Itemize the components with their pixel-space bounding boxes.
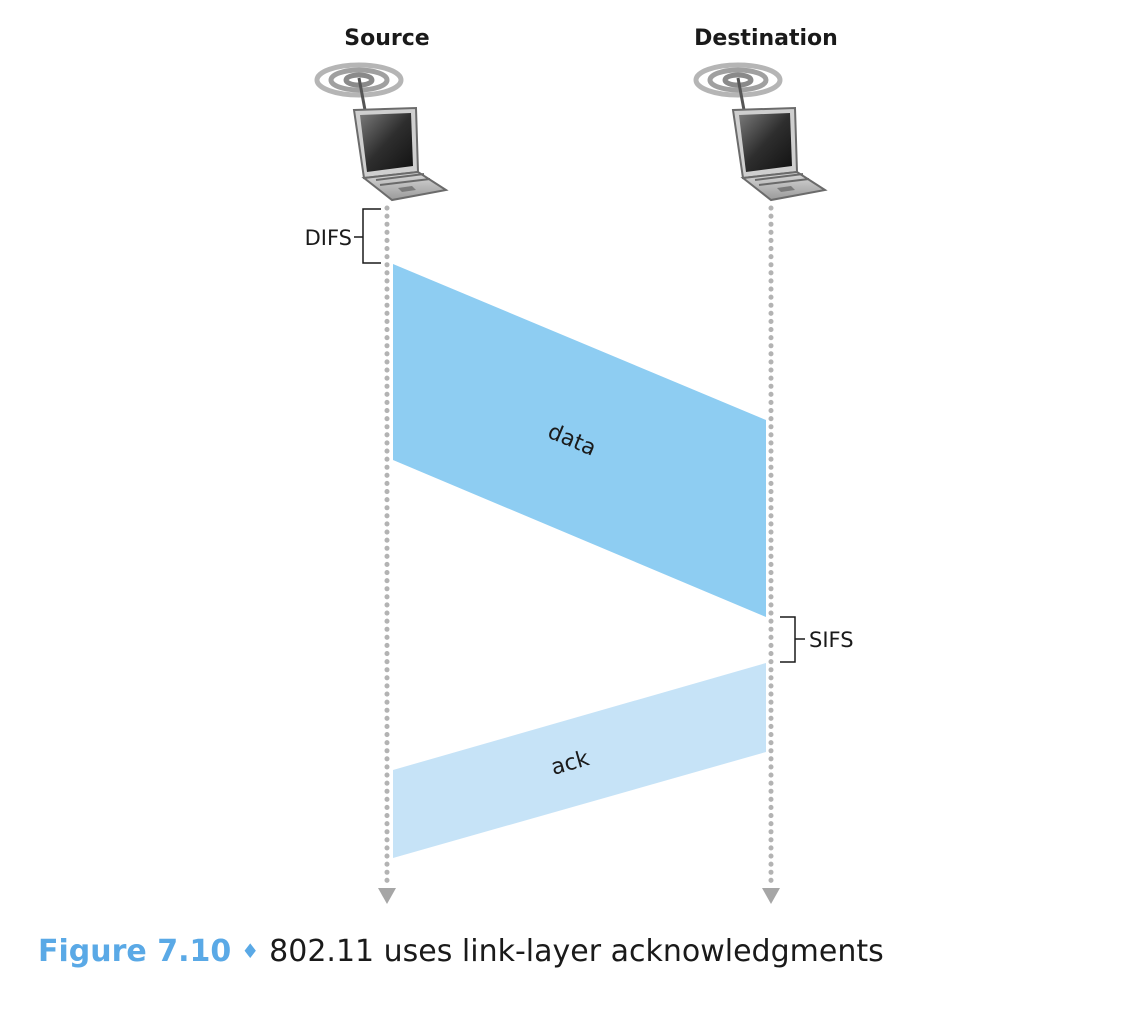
destination-label: Destination <box>694 26 838 51</box>
source-label: Source <box>344 26 429 51</box>
laptop-icon <box>352 77 449 202</box>
caption-text: 802.11 uses link-layer acknowledgments <box>269 934 884 969</box>
destination-timeline-arrow <box>762 888 780 904</box>
source-timeline-arrow <box>378 888 396 904</box>
caption-separator-icon: ♦ <box>241 939 260 963</box>
figure-number: Figure 7.10 <box>38 934 232 969</box>
data-frame <box>393 264 766 617</box>
difs-bracket <box>354 208 381 264</box>
sifs-bracket <box>780 616 805 663</box>
sifs-label: SIFS <box>809 628 854 652</box>
laptop-icon <box>731 77 828 202</box>
ack-frame <box>393 663 766 858</box>
figure-caption: Figure 7.10 ♦ 802.11 uses link-layer ackno… <box>38 934 884 969</box>
source-laptop <box>314 62 449 202</box>
destination-laptop <box>693 62 828 202</box>
difs-label: DIFS <box>305 226 352 250</box>
